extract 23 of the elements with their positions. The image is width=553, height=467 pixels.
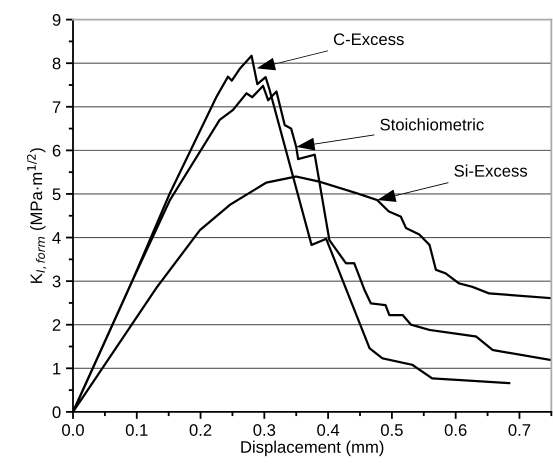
x-tick-label: 0.0 — [62, 424, 84, 436]
y-tick-label: 3 — [52, 276, 60, 288]
x-tick-label: 0.4 — [317, 424, 340, 436]
x-tick-label: 0.7 — [508, 424, 530, 436]
y-tick-label: 6 — [52, 144, 60, 157]
x-tick-label: 0.6 — [444, 424, 467, 436]
x-tick-label: 0.2 — [190, 424, 212, 436]
x-tick-label: 0.5 — [380, 424, 403, 436]
y-tick-label: 0 — [52, 406, 61, 418]
y-tick-label: 1 — [53, 362, 60, 374]
y-tick-label: 8 — [52, 58, 60, 70]
annotation: Si-Excess — [454, 164, 528, 177]
y-tick-label: 2 — [52, 319, 60, 331]
y-axis-title: K$_{I,form}$ (MPa·m$^{1/2}$) — [27, 148, 46, 283]
y-tick-label: 9 — [52, 14, 60, 26]
x-tick-label: 0.1 — [126, 424, 148, 436]
x-tick-label: 0.3 — [253, 424, 276, 436]
annotation: C-Excess — [334, 33, 404, 46]
x-axis-title: Displacement (mm) — [241, 440, 384, 456]
annotation: Stoichiometric — [380, 118, 484, 131]
y-tick-label: 4 — [52, 232, 61, 244]
y-tick-label: 5 — [52, 188, 60, 200]
y-tick-label: 7 — [52, 101, 60, 113]
